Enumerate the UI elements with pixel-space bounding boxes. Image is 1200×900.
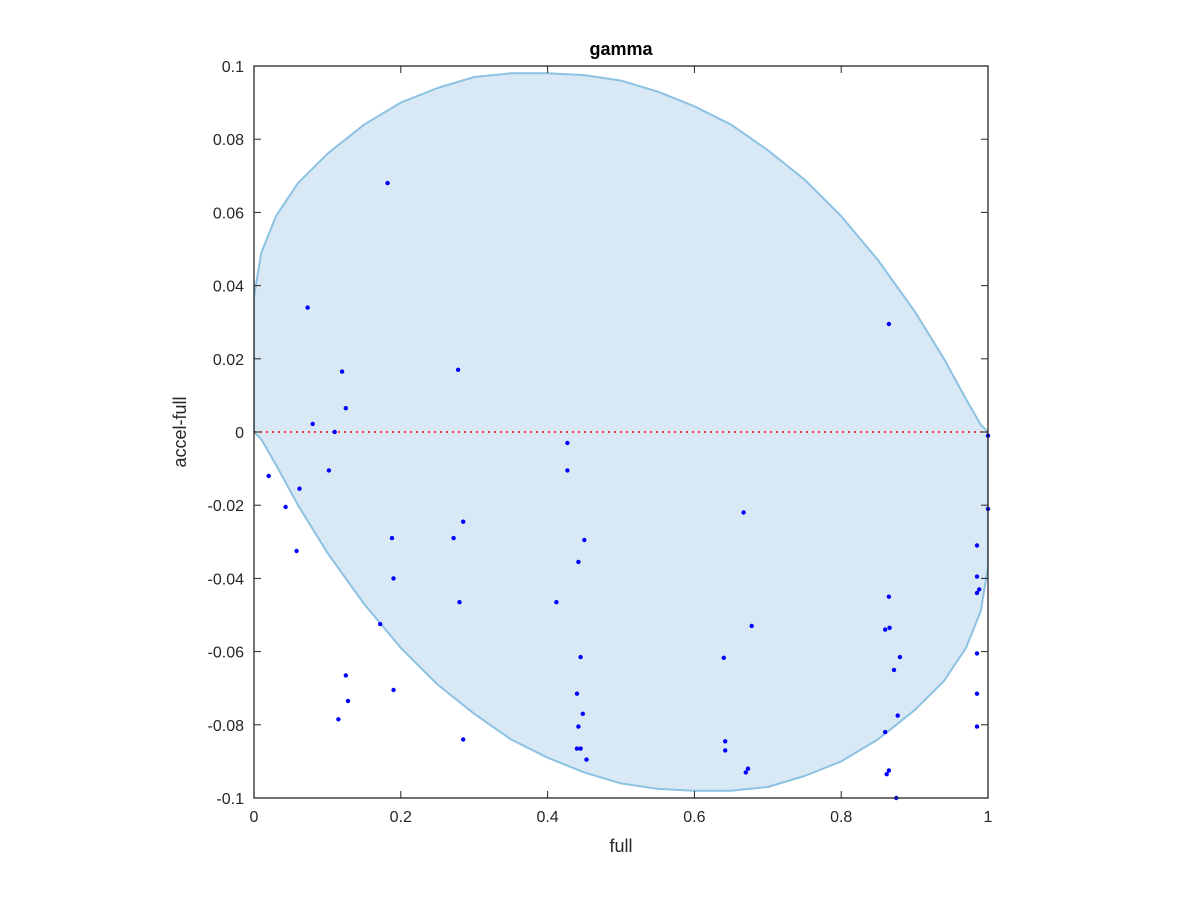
axes-layer: 0 0.2 0.4 0.6 0.8 1 -0.1 -0.08 -0.06 -0.04 -0.02 0 0… <box>208 59 993 826</box>
y-tick-label: 0.04 <box>213 279 244 296</box>
y-tick-label: -0.08 <box>208 718 245 735</box>
data-point <box>974 691 980 696</box>
y-tick-label: 0.08 <box>213 132 244 149</box>
data-point <box>723 748 728 753</box>
data-point <box>554 600 559 605</box>
data-point <box>883 627 888 632</box>
data-point <box>297 486 302 491</box>
y-axis-label: accel-full <box>170 396 190 467</box>
data-point <box>745 766 751 771</box>
x-axis-label: full <box>609 836 632 856</box>
data-point <box>343 406 348 411</box>
data-point <box>578 746 583 751</box>
data-point <box>389 535 395 541</box>
y-tick-label: -0.1 <box>216 791 244 808</box>
data-point <box>721 655 726 660</box>
data-point <box>565 468 570 473</box>
data-point <box>391 687 396 693</box>
data-point <box>385 180 390 186</box>
data-point <box>332 429 337 435</box>
x-tick-label: 1 <box>984 809 993 826</box>
data-point <box>584 757 589 762</box>
data-point <box>576 724 581 729</box>
data-point <box>343 673 348 678</box>
data-point <box>336 717 341 722</box>
y-tick-label: 0 <box>235 425 244 442</box>
data-point <box>576 559 581 565</box>
data-point <box>578 654 583 660</box>
data-point <box>574 691 580 696</box>
data-point <box>391 576 396 581</box>
data-point <box>741 510 746 515</box>
data-point <box>339 369 345 374</box>
data-point <box>345 698 351 704</box>
x-tick-label: 0.8 <box>830 809 852 826</box>
data-point <box>266 473 271 479</box>
data-point <box>305 305 310 310</box>
data-point <box>461 737 466 742</box>
data-point <box>326 468 332 473</box>
data-point <box>883 729 888 735</box>
data-points-layer <box>266 180 991 801</box>
data-point <box>884 772 889 777</box>
y-tick-label: -0.02 <box>208 498 245 515</box>
data-point <box>974 574 980 579</box>
data-point <box>580 711 585 716</box>
data-point <box>897 654 903 660</box>
data-point <box>461 519 466 524</box>
data-point <box>886 321 892 327</box>
data-point <box>283 504 288 510</box>
data-point <box>723 739 728 744</box>
x-tick-label: 0.6 <box>683 809 705 826</box>
data-point <box>574 746 580 751</box>
data-point <box>895 713 900 718</box>
chart-title: gamma <box>589 39 653 59</box>
data-point <box>455 367 461 372</box>
data-point <box>310 421 315 427</box>
data-point <box>886 768 892 773</box>
data-point <box>974 724 980 729</box>
data-point <box>887 625 892 630</box>
data-point <box>582 537 587 543</box>
data-point <box>977 587 982 592</box>
x-tick-label: 0.2 <box>390 809 412 826</box>
x-tick-label: 0 <box>250 809 259 826</box>
x-tick-label: 0.4 <box>536 809 558 826</box>
y-tick-label: 0.06 <box>213 205 244 222</box>
data-point <box>743 770 748 775</box>
data-point <box>974 543 980 548</box>
data-point <box>891 667 897 673</box>
y-tick-label: -0.04 <box>208 571 245 588</box>
data-point <box>974 590 980 596</box>
y-tick-label: 0.1 <box>222 59 244 76</box>
data-point <box>886 594 892 599</box>
data-point <box>749 623 754 629</box>
data-point <box>294 548 299 554</box>
data-point <box>565 440 570 446</box>
data-point <box>378 621 383 627</box>
data-point <box>451 535 456 541</box>
data-point <box>457 600 462 605</box>
y-tick-label: -0.06 <box>208 645 245 662</box>
y-tick-label: 0.02 <box>213 352 244 369</box>
data-point <box>974 651 980 656</box>
